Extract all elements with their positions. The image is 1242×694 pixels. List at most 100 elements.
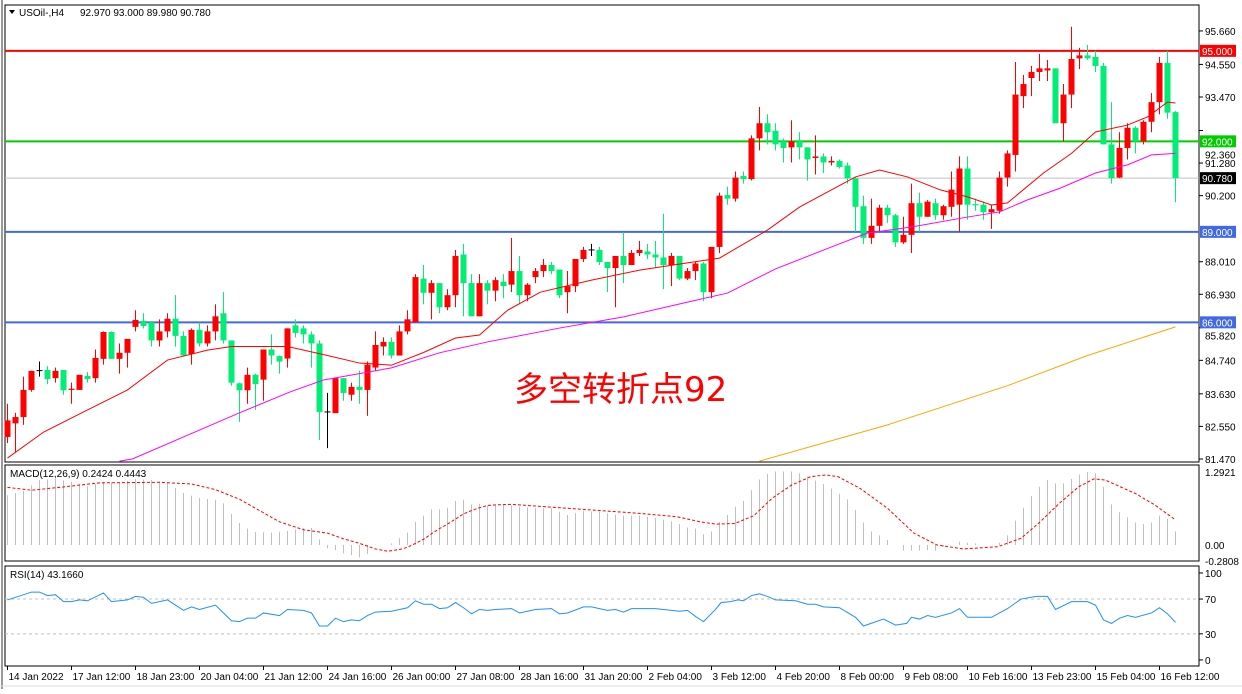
candle[interactable] (956, 156, 963, 232)
candle[interactable] (724, 186, 731, 205)
price-panel[interactable] (4, 26, 1200, 462)
candle[interactable] (972, 198, 979, 211)
candle[interactable] (1116, 132, 1123, 179)
candle[interactable] (660, 213, 667, 290)
candle[interactable] (788, 120, 795, 163)
candle[interactable] (620, 231, 627, 284)
candle[interactable] (1108, 102, 1115, 184)
candle[interactable] (148, 322, 155, 347)
candle[interactable] (412, 274, 419, 323)
candle[interactable] (860, 195, 867, 244)
candle[interactable] (516, 255, 523, 305)
candle[interactable] (44, 366, 51, 385)
candle[interactable] (1092, 50, 1099, 72)
candle[interactable] (820, 153, 827, 174)
candle[interactable] (1060, 84, 1067, 142)
candle[interactable] (1140, 120, 1147, 145)
candle[interactable] (396, 325, 403, 356)
candle[interactable] (612, 255, 619, 308)
candle[interactable] (484, 280, 491, 305)
candle[interactable] (1044, 59, 1051, 82)
candle[interactable] (500, 274, 507, 299)
candle[interactable] (84, 372, 91, 383)
candle[interactable] (300, 325, 307, 344)
candle[interactable] (444, 289, 451, 311)
candle[interactable] (1164, 50, 1171, 119)
candle[interactable] (292, 319, 299, 338)
candle[interactable] (900, 216, 907, 244)
candle[interactable] (348, 382, 355, 401)
candle[interactable] (268, 334, 275, 365)
candle[interactable] (892, 213, 899, 247)
macd-panel[interactable] (7, 471, 1176, 558)
candle[interactable] (116, 343, 123, 374)
candle[interactable] (164, 313, 171, 338)
candle[interactable] (108, 331, 115, 359)
candle[interactable] (884, 204, 891, 223)
candle[interactable] (188, 328, 195, 365)
candle[interactable] (404, 310, 411, 335)
candle[interactable] (244, 367, 251, 404)
candle[interactable] (988, 204, 995, 229)
candle[interactable] (572, 258, 579, 293)
candle[interactable] (124, 338, 131, 368)
candle[interactable] (676, 255, 683, 281)
candle[interactable] (308, 331, 315, 368)
candle[interactable] (588, 243, 595, 256)
candle[interactable] (996, 171, 1003, 214)
candle[interactable] (1132, 126, 1139, 154)
candle[interactable] (852, 177, 859, 232)
candle[interactable] (1068, 26, 1075, 109)
candle[interactable] (940, 204, 947, 220)
candle[interactable] (364, 361, 371, 416)
candle[interactable] (324, 392, 331, 449)
candle[interactable] (804, 147, 811, 181)
candle[interactable] (868, 198, 875, 244)
candle[interactable] (540, 258, 547, 278)
candle[interactable] (1076, 47, 1083, 69)
candle[interactable] (828, 156, 835, 166)
candle[interactable] (644, 243, 651, 259)
candle[interactable] (460, 243, 467, 317)
candle[interactable] (948, 171, 955, 217)
candle[interactable] (180, 331, 187, 356)
candle[interactable] (980, 201, 987, 220)
candle[interactable] (68, 382, 75, 404)
candle[interactable] (1084, 44, 1091, 60)
rsi-panel[interactable] (5, 591, 1199, 635)
candle[interactable] (732, 171, 739, 202)
candle[interactable] (220, 292, 227, 344)
candle[interactable] (796, 132, 803, 160)
candle[interactable] (844, 162, 851, 184)
candle[interactable] (420, 265, 427, 305)
candle[interactable] (692, 262, 699, 281)
candle[interactable] (700, 262, 707, 302)
candle[interactable] (908, 183, 915, 253)
candle[interactable] (236, 382, 243, 422)
candle[interactable] (332, 378, 339, 414)
candle[interactable] (764, 114, 771, 145)
candle[interactable] (524, 283, 531, 302)
candle[interactable] (1004, 150, 1011, 187)
candle[interactable] (20, 376, 27, 425)
candle[interactable] (4, 403, 11, 443)
candle[interactable] (636, 240, 643, 256)
candle[interactable] (1028, 65, 1035, 97)
candle[interactable] (876, 204, 883, 232)
candle[interactable] (1012, 62, 1019, 172)
candle[interactable] (356, 370, 363, 404)
candle[interactable] (708, 246, 715, 299)
candle[interactable] (172, 295, 179, 347)
candle[interactable] (204, 325, 211, 347)
candle[interactable] (684, 268, 691, 281)
candle[interactable] (212, 304, 219, 341)
candle[interactable] (132, 310, 139, 332)
candle[interactable] (492, 277, 499, 302)
candle[interactable] (1036, 53, 1043, 82)
candle[interactable] (1172, 111, 1179, 203)
candle[interactable] (964, 156, 971, 220)
candle[interactable] (52, 367, 59, 383)
candle[interactable] (76, 374, 83, 390)
candle[interactable] (452, 249, 459, 308)
candle[interactable] (140, 313, 147, 329)
